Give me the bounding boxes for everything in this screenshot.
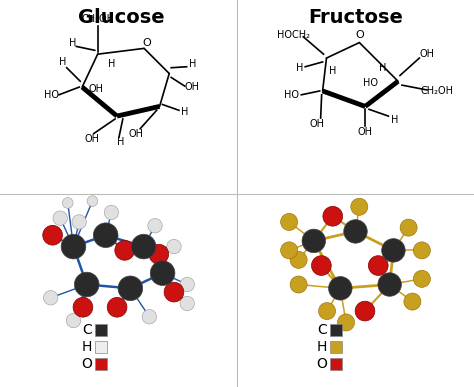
Circle shape: [93, 223, 118, 248]
Text: H: H: [379, 63, 386, 73]
Circle shape: [290, 276, 307, 293]
Circle shape: [131, 234, 156, 259]
Text: HO: HO: [364, 78, 378, 88]
Circle shape: [87, 196, 98, 206]
Text: OH: OH: [419, 49, 435, 59]
Circle shape: [337, 314, 355, 331]
Text: OH: OH: [310, 119, 324, 129]
Circle shape: [149, 244, 169, 264]
Text: Fructose: Fructose: [308, 8, 403, 27]
Text: H: H: [59, 57, 66, 67]
Text: H: H: [117, 137, 125, 147]
Text: O: O: [355, 30, 364, 40]
Circle shape: [328, 277, 352, 300]
Circle shape: [404, 293, 421, 310]
Text: H: H: [189, 59, 196, 69]
Text: H: H: [108, 59, 115, 69]
Circle shape: [74, 272, 99, 297]
Circle shape: [142, 310, 156, 324]
Bar: [330, 324, 342, 336]
Text: HO: HO: [44, 90, 59, 100]
Text: Glucose: Glucose: [78, 8, 164, 27]
Text: OH: OH: [129, 128, 144, 139]
Circle shape: [281, 213, 298, 231]
Circle shape: [344, 220, 367, 243]
Text: OH: OH: [88, 84, 103, 94]
Circle shape: [104, 205, 118, 220]
Text: C: C: [82, 323, 92, 337]
Text: H: H: [391, 115, 398, 125]
Text: OH: OH: [185, 82, 200, 92]
Text: H: H: [82, 340, 92, 354]
Text: H: H: [296, 63, 303, 73]
Circle shape: [164, 282, 184, 302]
Circle shape: [382, 239, 405, 262]
Text: O: O: [316, 357, 327, 371]
Circle shape: [413, 242, 430, 259]
Circle shape: [118, 276, 143, 301]
Circle shape: [167, 240, 181, 254]
Text: H: H: [181, 107, 188, 117]
Text: HO: HO: [284, 90, 299, 100]
Circle shape: [290, 251, 307, 269]
Circle shape: [413, 270, 430, 288]
Bar: [95, 324, 108, 336]
Text: O: O: [143, 38, 151, 48]
Bar: [95, 358, 108, 370]
Circle shape: [355, 301, 375, 321]
Text: H: H: [317, 340, 327, 354]
Text: O: O: [82, 357, 92, 371]
Bar: [95, 341, 108, 353]
Text: C: C: [317, 323, 327, 337]
Circle shape: [53, 211, 67, 225]
Circle shape: [378, 273, 401, 296]
Circle shape: [180, 277, 194, 292]
Text: H: H: [328, 66, 336, 75]
Text: CH₂OH: CH₂OH: [81, 14, 114, 24]
Circle shape: [400, 219, 417, 236]
Text: HOCH₂: HOCH₂: [277, 30, 310, 40]
Circle shape: [115, 241, 135, 260]
Bar: [330, 358, 342, 370]
Text: CH₂OH: CH₂OH: [420, 86, 453, 96]
Circle shape: [72, 215, 86, 229]
Circle shape: [73, 298, 93, 317]
Circle shape: [44, 291, 58, 305]
Bar: [330, 341, 342, 353]
Text: OH: OH: [358, 127, 373, 137]
Circle shape: [368, 256, 388, 276]
Circle shape: [302, 229, 326, 253]
Circle shape: [61, 234, 86, 259]
Circle shape: [281, 242, 298, 259]
Circle shape: [63, 198, 73, 208]
Text: OH: OH: [84, 134, 100, 144]
Circle shape: [148, 219, 162, 233]
Circle shape: [323, 206, 343, 226]
Circle shape: [351, 198, 368, 215]
Circle shape: [180, 296, 194, 311]
Circle shape: [107, 298, 127, 317]
Circle shape: [311, 256, 331, 276]
Text: H: H: [69, 38, 76, 48]
Circle shape: [66, 313, 81, 328]
Circle shape: [150, 261, 175, 286]
Circle shape: [319, 303, 336, 320]
Circle shape: [43, 225, 63, 245]
